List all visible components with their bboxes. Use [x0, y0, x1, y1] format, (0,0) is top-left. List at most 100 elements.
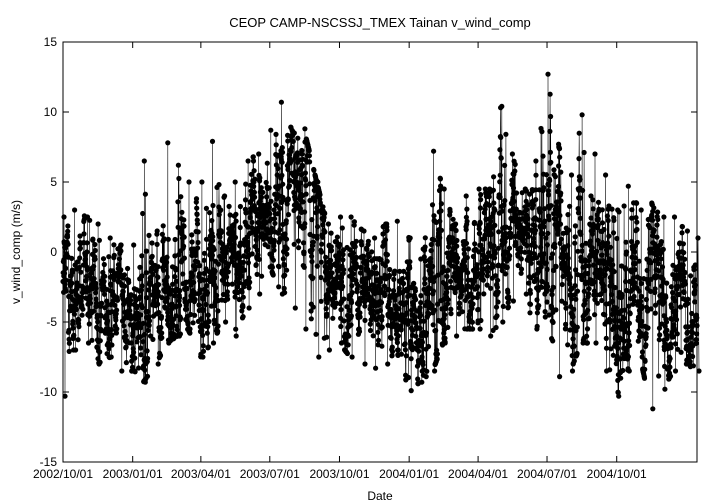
- data-point: [406, 292, 413, 298]
- data-point: [87, 300, 94, 306]
- data-point: [492, 273, 499, 279]
- data-point: [403, 353, 409, 359]
- data-point: [539, 279, 545, 285]
- data-point: [408, 388, 414, 394]
- data-point: [240, 294, 246, 300]
- data-point: [544, 299, 550, 305]
- data-point: [77, 233, 83, 239]
- data-point: [565, 342, 571, 348]
- data-point: [200, 343, 206, 349]
- data-point: [689, 310, 695, 317]
- data-point: [340, 251, 346, 258]
- data-point: [445, 301, 451, 307]
- data-point: [79, 312, 85, 318]
- data-point: [92, 247, 98, 254]
- data-point: [525, 202, 531, 208]
- data-point: [372, 235, 378, 241]
- data-point: [194, 211, 200, 217]
- data-point: [277, 205, 283, 211]
- data-point: [315, 179, 321, 185]
- data-point: [615, 345, 621, 351]
- data-point: [695, 235, 701, 241]
- data-point: [145, 309, 151, 315]
- data-point: [660, 246, 666, 252]
- data-point: [463, 227, 469, 233]
- data-point: [164, 295, 170, 301]
- data-point: [493, 304, 500, 310]
- data-point: [461, 258, 468, 264]
- data-point: [264, 194, 270, 200]
- data-point: [524, 242, 530, 249]
- data-point: [309, 253, 315, 259]
- data-point: [77, 255, 83, 261]
- data-point: [243, 210, 249, 216]
- data-point: [691, 267, 697, 273]
- data-point: [459, 309, 465, 315]
- data-point: [602, 287, 608, 294]
- data-point: [126, 279, 132, 285]
- data-point: [249, 251, 255, 257]
- data-point: [306, 153, 312, 159]
- data-point: [170, 281, 176, 287]
- data-point: [366, 254, 372, 260]
- data-point: [206, 319, 212, 325]
- data-point: [209, 252, 215, 258]
- data-point: [248, 171, 254, 177]
- data-point: [669, 304, 675, 310]
- data-point: [598, 291, 604, 297]
- data-point: [499, 208, 505, 214]
- data-point: [121, 272, 128, 278]
- data-point: [497, 172, 503, 178]
- data-point: [540, 153, 546, 159]
- data-point: [557, 240, 563, 246]
- data-point: [590, 206, 596, 212]
- x-axis-label: Date: [367, 489, 393, 503]
- data-point: [350, 271, 356, 277]
- data-point: [68, 303, 74, 309]
- data-point: [271, 243, 277, 249]
- data-point: [232, 294, 238, 300]
- data-point: [141, 158, 147, 164]
- data-point: [611, 217, 617, 223]
- data-point: [431, 279, 437, 285]
- data-point: [586, 258, 592, 264]
- data-point: [465, 246, 471, 252]
- data-point: [85, 340, 92, 346]
- data-point: [623, 266, 629, 272]
- data-point: [122, 328, 128, 335]
- data-point: [284, 267, 290, 273]
- data-point: [258, 185, 264, 191]
- data-point: [302, 209, 308, 215]
- data-point: [684, 329, 691, 335]
- data-point: [470, 294, 476, 301]
- data-point: [111, 252, 117, 258]
- data-point: [603, 345, 610, 351]
- data-point: [475, 291, 482, 297]
- data-point: [643, 342, 649, 348]
- data-point: [93, 300, 100, 306]
- data-point: [389, 344, 395, 350]
- data-point: [563, 305, 569, 311]
- data-point: [161, 267, 167, 273]
- data-point: [322, 210, 328, 217]
- data-point: [495, 299, 501, 305]
- data-point: [63, 288, 69, 294]
- data-point: [450, 235, 456, 241]
- data-point: [582, 297, 588, 303]
- data-point: [604, 247, 610, 253]
- data-point: [434, 356, 440, 362]
- data-point: [537, 209, 543, 215]
- data-point: [416, 360, 422, 366]
- data-point: [190, 320, 196, 326]
- data-point: [672, 298, 678, 304]
- data-point: [119, 368, 125, 374]
- data-point: [545, 192, 552, 198]
- data-point: [302, 126, 308, 132]
- data-point: [79, 294, 85, 300]
- data-point: [444, 250, 450, 256]
- data-point: [355, 283, 361, 289]
- data-point: [576, 130, 582, 136]
- data-point: [98, 328, 104, 334]
- data-point: [93, 290, 99, 296]
- data-point: [246, 275, 252, 281]
